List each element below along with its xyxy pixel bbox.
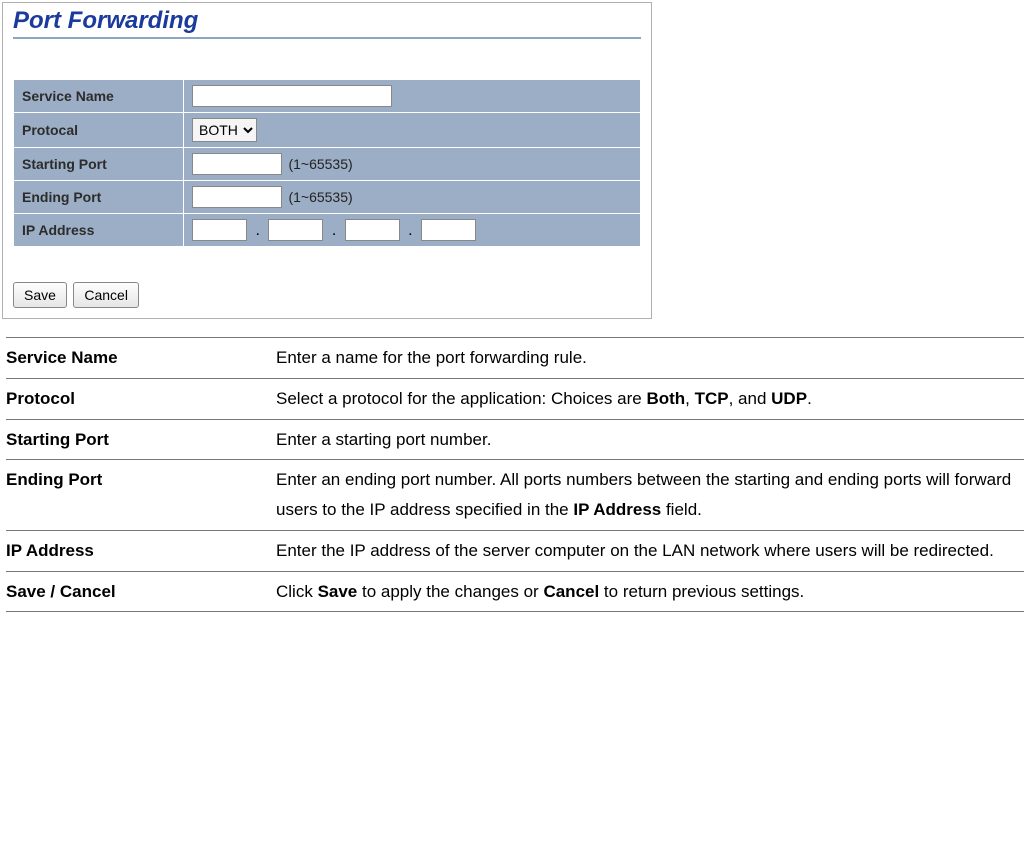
desc-text: Click Save to apply the changes or Cance… [276, 571, 1024, 612]
form-table: Service Name Protocal BOTHTCPUDP Startin… [13, 79, 641, 247]
service-name-input[interactable] [192, 85, 392, 107]
ip-dot: . [332, 222, 336, 239]
desc-term: Ending Port [6, 460, 276, 531]
page-title: Port Forwarding [13, 7, 641, 35]
desc-text: Enter the IP address of the server compu… [276, 530, 1024, 571]
ip-octet-2-input[interactable] [268, 219, 323, 241]
row-ending-port: Ending Port (1~65535) [14, 181, 641, 214]
desc-row: IP AddressEnter the IP address of the se… [6, 530, 1024, 571]
desc-text: Select a protocol for the application: C… [276, 378, 1024, 419]
starting-port-input[interactable] [192, 153, 282, 175]
row-ip-address: IP Address . . . [14, 214, 641, 247]
ip-octet-1-input[interactable] [192, 219, 247, 241]
label-starting-port: Starting Port [14, 148, 184, 181]
desc-term: Starting Port [6, 419, 276, 460]
starting-port-hint: (1~65535) [288, 156, 352, 172]
ip-dot: . [408, 222, 412, 239]
label-ip-address: IP Address [14, 214, 184, 247]
row-protocal: Protocal BOTHTCPUDP [14, 113, 641, 148]
ending-port-input[interactable] [192, 186, 282, 208]
ip-octet-3-input[interactable] [345, 219, 400, 241]
desc-row: Ending PortEnter an ending port number. … [6, 460, 1024, 531]
ip-dot: . [255, 222, 259, 239]
desc-text: Enter a name for the port forwarding rul… [276, 338, 1024, 379]
desc-term: Save / Cancel [6, 571, 276, 612]
desc-term: Protocol [6, 378, 276, 419]
desc-text: Enter a starting port number. [276, 419, 1024, 460]
desc-row: Save / CancelClick Save to apply the cha… [6, 571, 1024, 612]
description-table: Service NameEnter a name for the port fo… [6, 337, 1024, 612]
ending-port-hint: (1~65535) [288, 189, 352, 205]
desc-row: ProtocolSelect a protocol for the applic… [6, 378, 1024, 419]
row-service-name: Service Name [14, 80, 641, 113]
label-service-name: Service Name [14, 80, 184, 113]
desc-term: Service Name [6, 338, 276, 379]
ip-octet-4-input[interactable] [421, 219, 476, 241]
desc-text: Enter an ending port number. All ports n… [276, 460, 1024, 531]
title-divider [13, 37, 641, 39]
desc-row: Service NameEnter a name for the port fo… [6, 338, 1024, 379]
label-protocal: Protocal [14, 113, 184, 148]
button-row: Save Cancel [13, 282, 641, 308]
port-forwarding-panel: Port Forwarding Service Name Protocal BO… [2, 2, 652, 319]
cancel-button[interactable]: Cancel [73, 282, 139, 308]
save-button[interactable]: Save [13, 282, 67, 308]
row-starting-port: Starting Port (1~65535) [14, 148, 641, 181]
protocal-select[interactable]: BOTHTCPUDP [192, 118, 257, 142]
desc-term: IP Address [6, 530, 276, 571]
label-ending-port: Ending Port [14, 181, 184, 214]
desc-row: Starting PortEnter a starting port numbe… [6, 419, 1024, 460]
